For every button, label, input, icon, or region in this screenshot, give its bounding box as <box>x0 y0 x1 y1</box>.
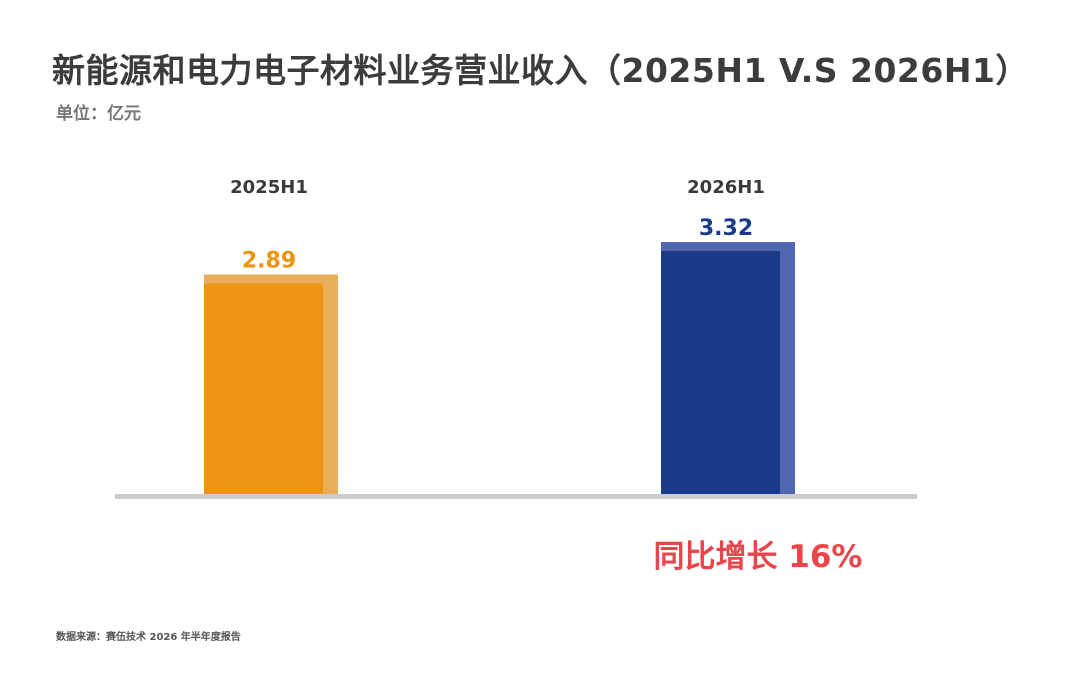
bar-side <box>780 244 795 495</box>
bar-2025H1 <box>204 274 338 495</box>
value-label: 3.32 <box>699 216 753 241</box>
category-label: 2025H1 <box>230 177 308 198</box>
baseline <box>115 494 917 499</box>
unit-label: 单位：亿元 <box>56 104 141 124</box>
growth-annotation: 同比增长 16% <box>654 539 863 575</box>
bar-front <box>661 244 780 495</box>
value-label: 2.89 <box>242 249 296 274</box>
chart-title: 新能源和电力电子材料业务营业收入（2025H1 V.S 2026H1） <box>52 51 1029 90</box>
bar-front <box>204 276 323 495</box>
bar-cap <box>204 274 338 284</box>
bar-side <box>323 276 338 495</box>
data-source: 数据来源：赛伍技术 2026 年半年度报告 <box>56 632 241 643</box>
category-label: 2026H1 <box>687 177 765 198</box>
bar-cap <box>661 242 795 251</box>
bar-2026H1 <box>661 242 795 495</box>
